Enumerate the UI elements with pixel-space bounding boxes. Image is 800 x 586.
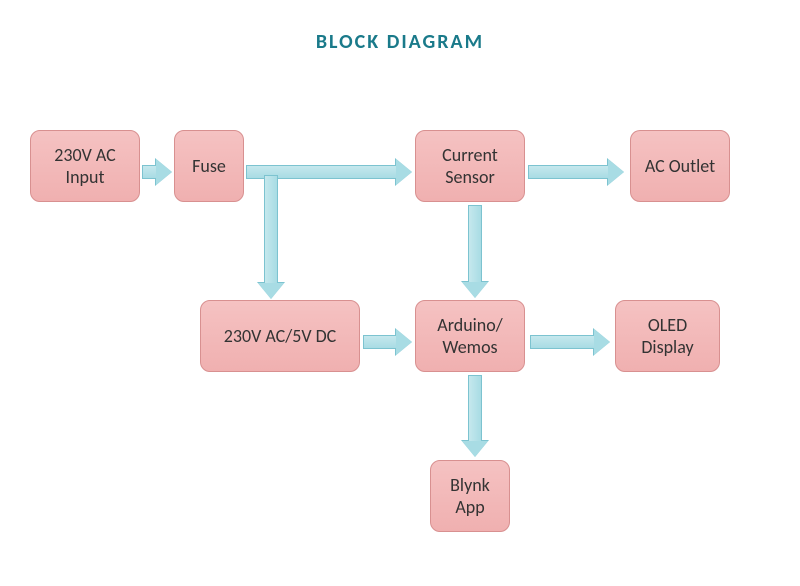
node-ac-input: 230V AC Input [30, 130, 140, 202]
node-oled: OLED Display [615, 300, 720, 372]
arrow-ac-dc-to-arduino [363, 329, 412, 355]
arrow-current-sensor-to-ac-outlet [528, 159, 624, 185]
arrow-arduino-to-oled [530, 329, 610, 355]
arrow-ac-input-to-fuse [142, 159, 172, 185]
node-ac-dc: 230V AC/5V DC [200, 300, 360, 372]
arrow-fuse-to-ac-dc [258, 175, 284, 299]
node-arduino: Arduino/ Wemos [415, 300, 525, 372]
node-current-sensor: Current Sensor [415, 130, 525, 202]
arrow-arduino-to-blynk [462, 375, 488, 457]
node-ac-outlet: AC Outlet [630, 130, 730, 202]
diagram-title: BLOCK DIAGRAM [316, 30, 484, 54]
node-fuse: Fuse [174, 130, 244, 202]
node-blynk: Blynk App [430, 460, 510, 532]
arrow-current-sensor-to-arduino [462, 205, 488, 298]
